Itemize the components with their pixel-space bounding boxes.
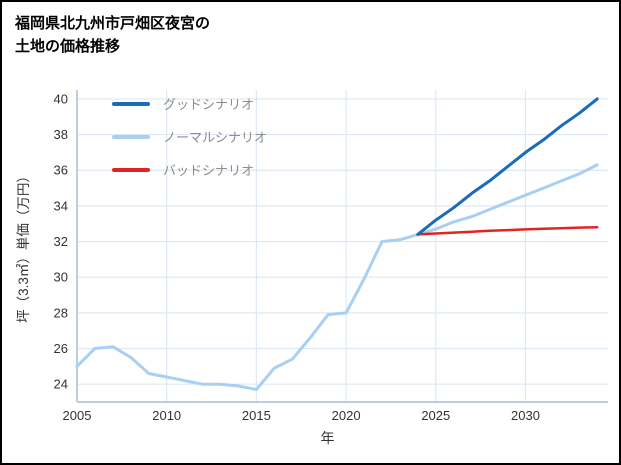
legend-swatch-bad [112,167,150,172]
chart-title: 福岡県北九州市戸畑区夜宮の 土地の価格推移 [15,13,210,58]
x-tick-label: 2030 [511,408,540,423]
legend-item-bad: バッドシナリオ [112,160,267,179]
y-tick-label: 26 [54,341,68,356]
series-line-bad [416,226,599,236]
series-line-good [416,97,599,236]
legend-label-bad: バッドシナリオ [163,163,255,178]
legend-item-good: グッドシナリオ [112,94,267,113]
x-tick-label: 2005 [63,408,92,423]
series-line-normal [75,163,599,391]
chart-title-line2: 土地の価格推移 [15,37,121,55]
y-tick-label: 30 [54,270,68,285]
x-tick-label: 2015 [242,408,271,423]
legend-label-good: グッドシナリオ [163,97,255,112]
y-tick-label: 24 [54,377,68,392]
y-tick-label: 32 [54,234,68,249]
y-tick-label: 36 [54,163,68,178]
legend-label-normal: ノーマルシナリオ [163,130,268,145]
x-tick-label: 2025 [421,408,450,423]
y-tick-label: 38 [54,127,68,142]
legend-swatch-normal [112,134,150,139]
x-axis-label: 年 [321,430,335,446]
x-tick-label: 2020 [332,408,361,423]
y-axis-label: 坪（3.3㎡）単価（万円） [16,169,31,323]
y-tick-label: 28 [54,305,68,320]
chart-legend: グッドシナリオ ノーマルシナリオ バッドシナリオ [112,94,267,179]
legend-swatch-good [112,101,150,106]
y-tick-label: 40 [54,91,68,106]
legend-item-normal: ノーマルシナリオ [112,127,267,146]
x-tick-label: 2010 [152,408,181,423]
y-tick-label: 34 [54,198,68,213]
chart-title-line1: 福岡県北九州市戸畑区夜宮の [15,15,211,32]
